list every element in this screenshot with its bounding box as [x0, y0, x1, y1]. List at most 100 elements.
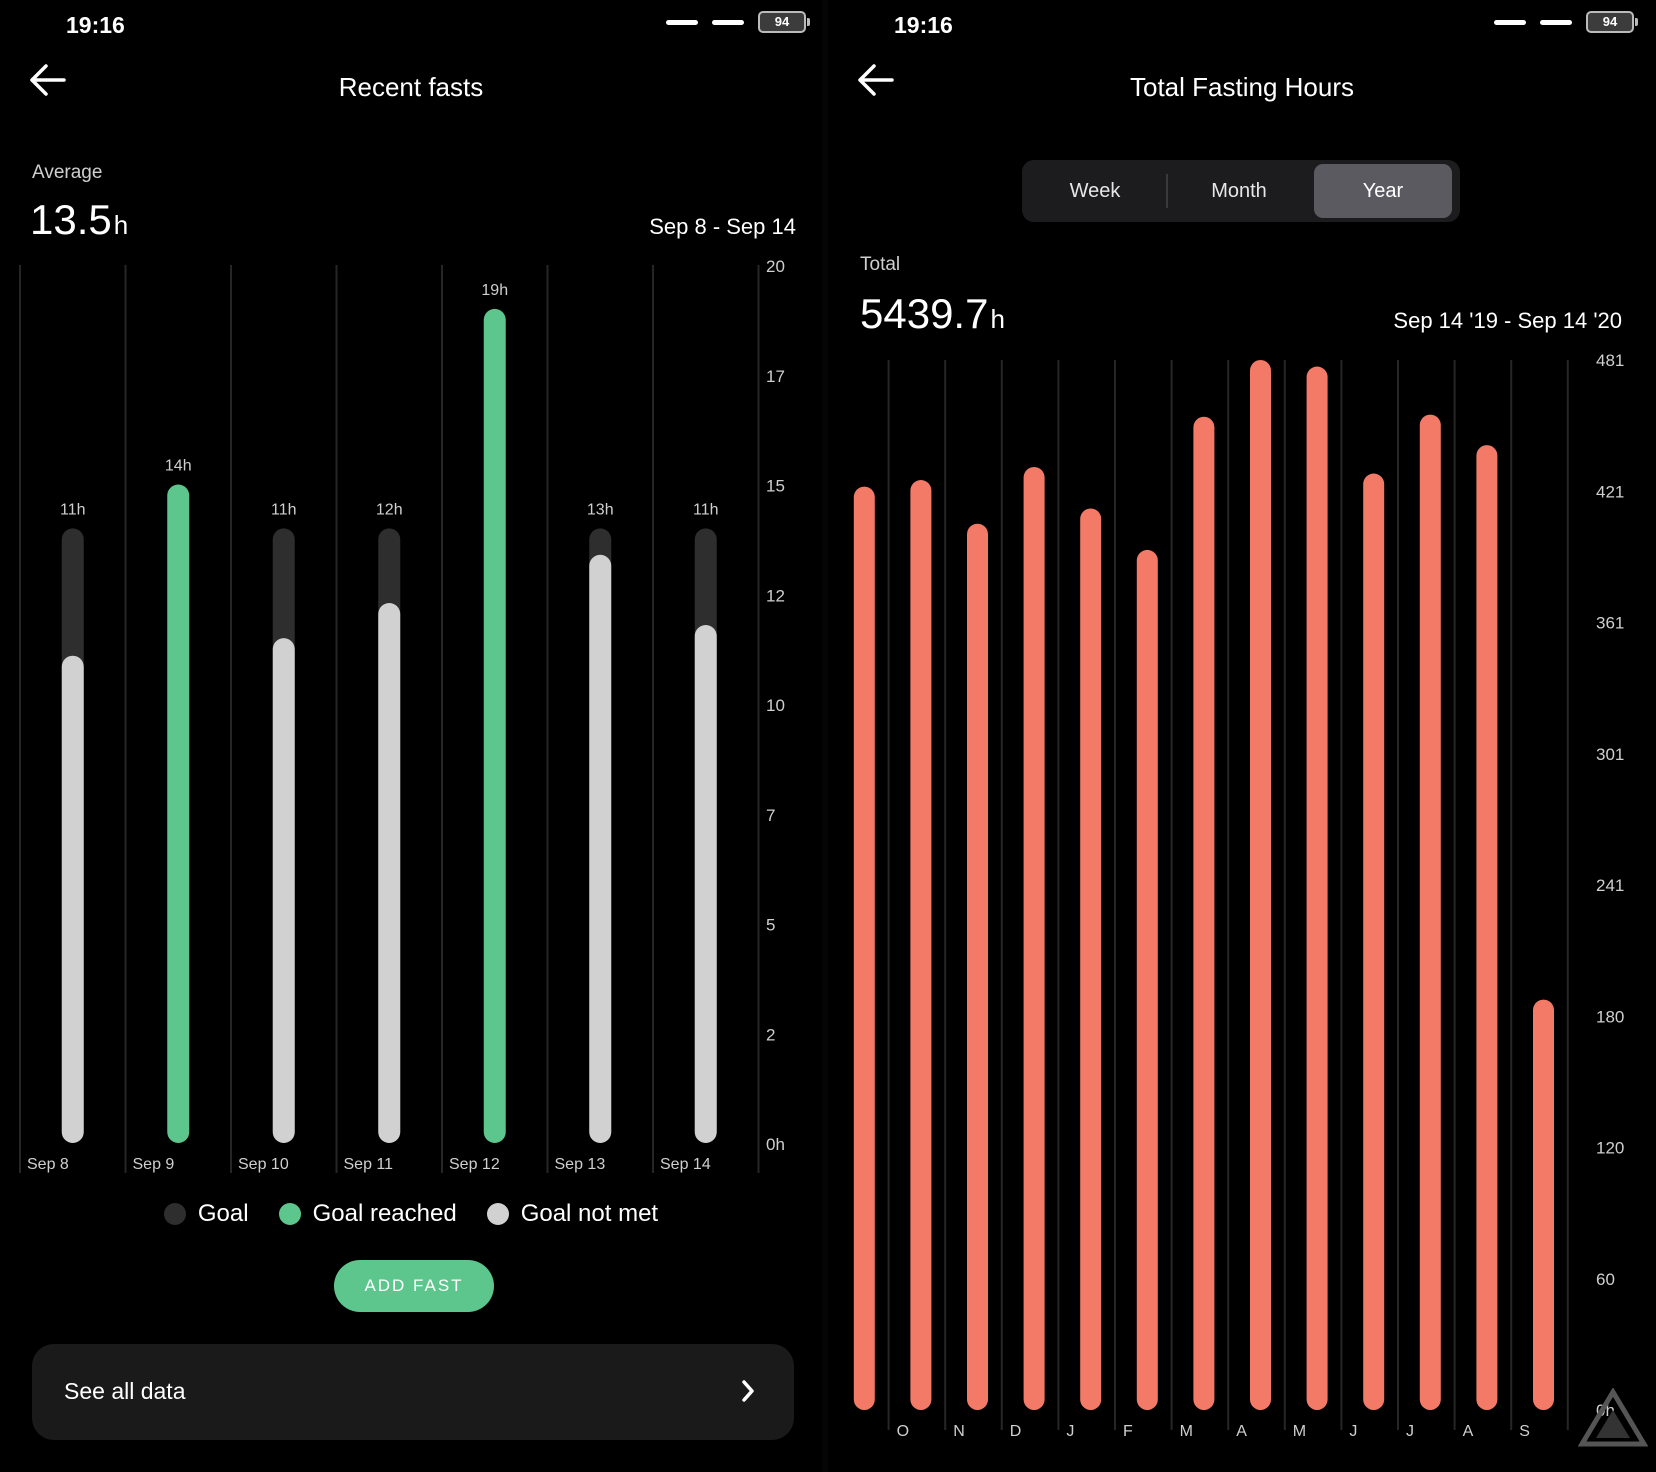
see-all-label: See all data: [64, 1378, 186, 1404]
legend-item-goal: Goal: [163, 1200, 249, 1228]
page-title: Total Fasting Hours: [1130, 72, 1354, 102]
x-tick-label: Sep 12: [449, 1156, 500, 1173]
goal-not-met-bar: [272, 638, 295, 1143]
x-tick-label: N: [953, 1423, 965, 1440]
y-tick-label: 20: [766, 257, 785, 276]
x-tick-label: Sep 10: [238, 1156, 289, 1173]
y-tick-label: 180: [1596, 1007, 1624, 1026]
total-label: Total: [860, 254, 901, 275]
y-tick-label: 12: [766, 586, 785, 605]
recent-fasts-chart: 20 17 15 12 10 7 5 2 0h 11h Sep 8 14h Sep 9 11h Sep 10…: [19, 257, 785, 1173]
x-tick-label: J: [1406, 1423, 1414, 1440]
x-tick-label: Sep 13: [555, 1156, 606, 1173]
goal-reached-bar: [167, 484, 190, 1143]
period-segmented-control: Week Month Year: [1022, 160, 1460, 222]
signal-icon: [666, 19, 698, 25]
month-bar: [1363, 473, 1385, 1410]
date-range: Sep 8 - Sep 14: [649, 214, 796, 239]
goal-not-met-bar: [589, 554, 612, 1143]
status-icons: 94: [1494, 11, 1638, 33]
month-bar: [967, 523, 988, 1410]
data-label: 11h: [271, 501, 297, 518]
x-tick-label: A: [1463, 1423, 1474, 1440]
average-number: 13.5: [30, 196, 112, 243]
month-bar: [910, 480, 932, 1410]
month-bar: [1193, 416, 1215, 1411]
legend-item-goal-not-met: Goal not met: [486, 1200, 659, 1228]
data-label: 11h: [60, 501, 86, 518]
total-unit: h: [990, 304, 1005, 334]
back-arrow-icon[interactable]: [854, 58, 898, 102]
legend-label: Goal reached: [312, 1200, 457, 1227]
x-tick-label: Sep 11: [344, 1156, 394, 1173]
y-tick-label: 15: [766, 477, 785, 496]
status-icons: 94: [666, 11, 810, 33]
watermark-logo-icon: [1578, 1388, 1648, 1447]
add-fast-button[interactable]: ADD FAST: [334, 1260, 494, 1312]
average-unit: h: [113, 210, 129, 240]
month-bar: [1080, 508, 1102, 1410]
y-tick-label: 17: [766, 367, 785, 386]
month-bar: [1306, 366, 1328, 1411]
tab-week[interactable]: Week: [1069, 180, 1121, 202]
signal-icon: [1494, 19, 1526, 25]
tab-month[interactable]: Month: [1211, 180, 1267, 202]
goal-not-met-bar: [694, 624, 717, 1143]
legend-label: Goal: [197, 1200, 249, 1227]
chart-legend: Goal Goal reached Goal not met: [0, 1200, 822, 1228]
goal-reached-dot-icon: [278, 1203, 301, 1225]
total-number: 5439.7: [860, 290, 989, 337]
goal-reached-bar: [483, 308, 506, 1143]
tab-separator: [1166, 174, 1168, 208]
wifi-icon: [1540, 19, 1572, 25]
battery-icon: 94: [1586, 11, 1638, 33]
x-tick-label: J: [1066, 1423, 1074, 1440]
see-all-data-row[interactable]: See all data: [32, 1344, 794, 1440]
goal-not-met-dot-icon: [486, 1203, 509, 1225]
average-value: 13.5h: [30, 196, 128, 244]
x-tick-label: M: [1293, 1423, 1306, 1440]
screen-divider: [822, 0, 828, 1472]
wifi-icon: [712, 19, 744, 25]
month-bar: [1023, 466, 1045, 1410]
y-tick-label: 361: [1596, 614, 1624, 633]
legend-item-goal-reached: Goal reached: [278, 1200, 457, 1228]
y-tick-label: 421: [1596, 482, 1624, 501]
y-tick-label: 10: [766, 696, 785, 715]
x-tick-label: J: [1349, 1423, 1357, 1440]
month-bar: [1476, 445, 1498, 1410]
y-tick-label: 301: [1596, 745, 1624, 764]
status-time: 19:16: [66, 12, 125, 38]
x-tick-label: D: [1010, 1423, 1022, 1440]
status-time: 19:16: [894, 12, 953, 38]
total-value: 5439.7h: [860, 290, 1005, 338]
back-arrow-icon[interactable]: [26, 58, 70, 102]
legend-label: Goal not met: [520, 1200, 659, 1227]
x-tick-label: F: [1123, 1423, 1133, 1440]
x-tick-label: A: [1236, 1423, 1247, 1440]
data-label: 19h: [481, 282, 508, 299]
y-tick-label: 2: [766, 1025, 775, 1044]
recent-fasts-screen: 19:16 94 Recent fasts Average 13.5h Sep …: [0, 0, 822, 1472]
goal-not-met-bar: [378, 603, 401, 1143]
x-tick-label: S: [1519, 1423, 1530, 1440]
month-bar: [1419, 414, 1441, 1410]
y-tick-label: 120: [1596, 1139, 1624, 1158]
data-label: 12h: [376, 501, 403, 518]
tab-year[interactable]: Year: [1314, 164, 1452, 218]
x-tick-label: Sep 14: [660, 1156, 711, 1173]
y-tick-label: 481: [1596, 351, 1624, 370]
goal-dot-icon: [163, 1203, 186, 1225]
goal-not-met-bar: [61, 655, 84, 1143]
x-tick-label: Sep 8: [27, 1156, 69, 1173]
average-label: Average: [32, 162, 103, 183]
x-tick-label: Sep 9: [133, 1156, 175, 1173]
month-bar: [1533, 999, 1554, 1410]
data-label: 14h: [165, 458, 192, 475]
data-label: 13h: [587, 501, 614, 518]
y-tick-label: 0h: [766, 1135, 785, 1154]
data-label: 11h: [693, 501, 719, 518]
y-tick-label: 60: [1596, 1270, 1615, 1289]
y-tick-label: 241: [1596, 876, 1624, 895]
